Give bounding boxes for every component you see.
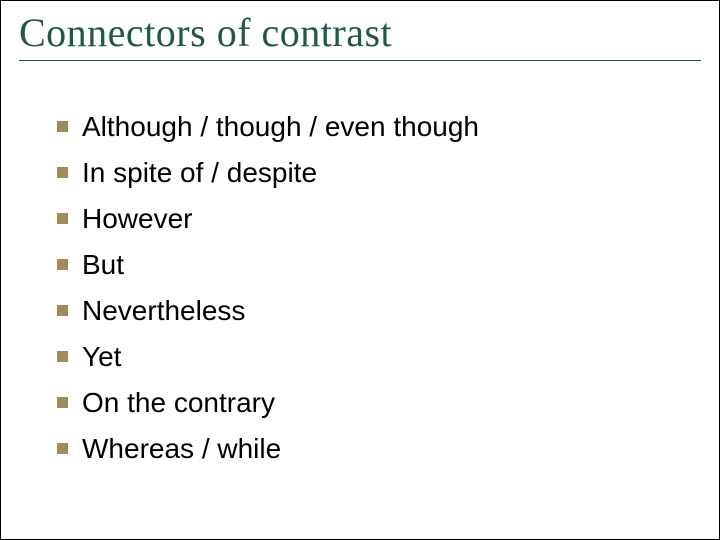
square-bullet-icon [57,121,68,132]
list-item-text: Yet [82,339,121,374]
list-item: Yet [57,339,679,374]
list-item: Nevertheless [57,293,679,328]
list-item-text: On the contrary [82,385,275,420]
square-bullet-icon [57,259,68,270]
list-item: However [57,201,679,236]
list-item: Whereas / while [57,431,679,466]
bullet-list: Although / though / even though In spite… [57,109,679,477]
square-bullet-icon [57,351,68,362]
square-bullet-icon [57,397,68,408]
square-bullet-icon [57,305,68,316]
list-item-text: But [82,247,124,282]
list-item-text: In spite of / despite [82,155,317,190]
list-item: In spite of / despite [57,155,679,190]
list-item: Although / though / even though [57,109,679,144]
title-block: Connectors of contrast [19,9,701,61]
list-item: But [57,247,679,282]
slide: Connectors of contrast Although / though… [0,0,720,540]
square-bullet-icon [57,443,68,454]
square-bullet-icon [57,213,68,224]
list-item-text: Nevertheless [82,293,245,328]
list-item: On the contrary [57,385,679,420]
square-bullet-icon [57,167,68,178]
slide-title: Connectors of contrast [19,9,701,60]
list-item-text: Whereas / while [82,431,281,466]
title-underline [19,60,701,61]
list-item-text: However [82,201,192,236]
list-item-text: Although / though / even though [82,109,479,144]
